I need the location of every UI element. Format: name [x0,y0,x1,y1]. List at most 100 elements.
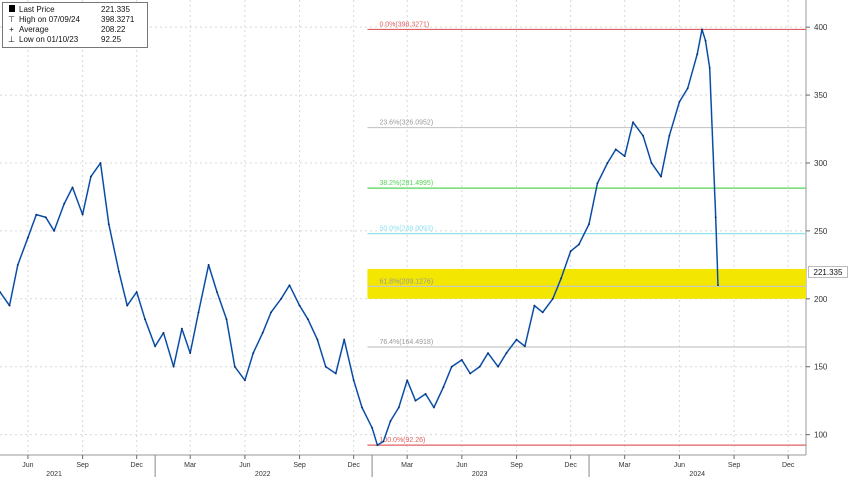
price-point [569,250,572,253]
price-point [376,444,379,447]
price-point [44,216,47,219]
y-tick-label: 400 [814,23,828,32]
price-point [533,304,536,307]
x-year-label: 2024 [689,471,705,478]
price-point [414,399,417,402]
low-marker-icon: ⊥ [8,35,15,44]
price-point [668,134,671,137]
y-axis: 100 150 200 250 300 350 400 [806,23,828,440]
legend-last-price: Last Price 221.335 [7,5,143,15]
price-point [189,352,192,355]
price-point [371,426,373,429]
legend-low-label: Low on 01/10/23 [19,35,79,44]
y-tick-label: 150 [814,363,828,372]
price-point [389,420,392,422]
legend-average-value: 208.22 [101,25,126,34]
price-point [460,359,463,361]
price-point [261,331,264,334]
price-point [406,379,409,382]
price-point [0,291,1,293]
price-point [298,304,301,307]
x-tick-label: Mar [184,462,197,469]
x-tick-label: Mar [619,462,632,469]
price-point [154,345,157,348]
y-tick-label: 350 [814,91,828,100]
legend-low: ⊥ Low on 01/10/23 92.25 [7,35,143,45]
price-point [162,331,165,334]
price-series [0,28,719,447]
price-point [650,162,653,164]
price-point [442,386,445,388]
x-year-label: 2022 [255,471,271,478]
fib-level-label: 61.8%(209.1276) [379,278,433,285]
x-tick-label: Sep [293,462,306,469]
price-point [660,175,662,178]
price-point [252,352,255,355]
price-point [478,365,481,368]
price-point [197,311,200,314]
price-point [180,327,183,330]
price-point [678,100,681,103]
price-point [632,121,634,124]
x-tick-label: Jun [456,462,467,469]
x-tick-label: Jun [22,462,33,469]
x-tick-label: Jun [674,462,685,469]
x-tick-label: Dec [130,462,143,469]
price-point [523,345,526,348]
price-point [596,182,599,185]
average-marker-icon: + [9,25,14,34]
price-point [71,186,74,189]
price-point [541,311,544,314]
price-point [505,352,508,355]
x-tick-label: Sep [76,462,89,469]
price-point [117,270,120,273]
price-point [280,297,283,300]
price-point [704,39,707,42]
price-point [324,365,327,368]
price-point [216,291,218,293]
x-axis: Jun Sep Dec Mar Jun Sep Dec Mar Jun Sep Dec Mar Jun S… [22,455,795,478]
price-point [81,213,84,216]
price-point [99,162,102,164]
price-point [35,213,38,216]
price-point [306,318,309,321]
price-point [63,202,66,205]
fib-level-label: 50.0%(248.0093) [379,226,433,233]
price-point [450,365,453,368]
fib-level-label: 23.6%(326.0952) [379,120,433,127]
price-point [469,372,472,375]
price-point [16,263,19,266]
last-price-tag: 221.335 [808,266,848,278]
price-point [578,243,580,246]
price-point [225,318,228,321]
fibonacci-levels: 0.0%(398.3271) 23.6%(326.0952) 38.2%(281.4… [367,21,806,446]
price-point [397,406,400,409]
price-point [614,148,617,151]
price-point [382,440,385,443]
price-point [701,28,703,31]
price-point [126,304,129,307]
price-point [288,284,291,287]
chart-legend: Last Price 221.335 ⊤ High on 07/09/24 39… [2,2,148,48]
price-point [497,365,500,368]
x-year-label: 2023 [472,471,488,478]
x-tick-label: Sep [510,462,523,469]
x-tick-label: Sep [728,462,741,469]
price-point [27,236,29,239]
price-point [606,162,609,164]
price-point [708,67,711,69]
x-tick-label: Mar [401,462,414,469]
price-point [144,318,146,321]
price-point [424,392,427,395]
price-point [107,223,110,226]
x-tick-label: Dec [782,462,795,469]
legend-average-label: Average [19,25,49,34]
price-point [717,284,719,287]
legend-low-value: 92.25 [101,35,122,44]
legend-high-value: 398.3271 [101,15,135,24]
y-tick-label: 250 [814,227,828,236]
price-series-shadow [0,29,719,446]
fib-level-label: 76.4%(164.4918) [379,339,433,346]
legend-high-label: High on 07/09/24 [19,15,80,24]
